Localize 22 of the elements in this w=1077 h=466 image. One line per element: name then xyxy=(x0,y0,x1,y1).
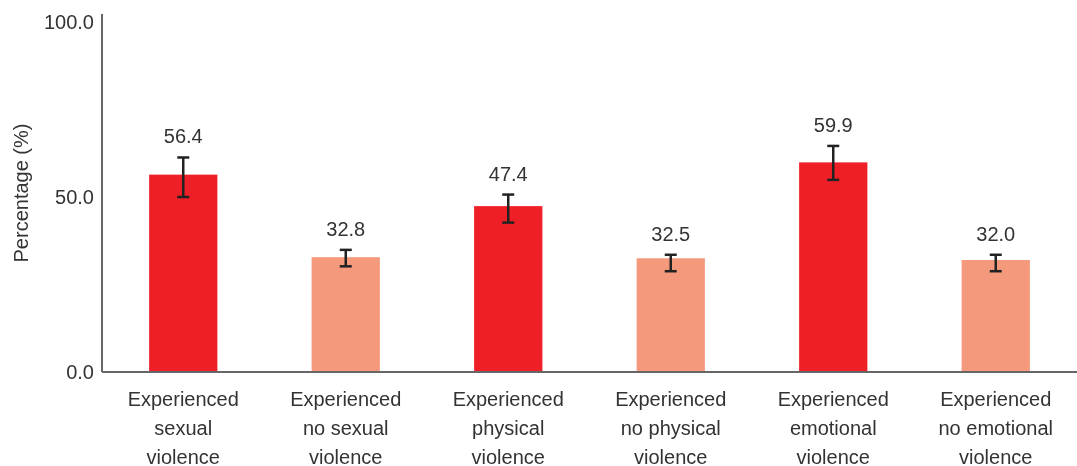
x-tick-label: Experienced no sexual violence xyxy=(290,388,402,466)
data-label: 32.8 xyxy=(326,217,366,240)
data-label: 56.4 xyxy=(163,125,203,148)
data-label: 32.5 xyxy=(651,222,691,245)
bar xyxy=(149,174,218,372)
x-tick-label: Experienced physical violence xyxy=(452,388,564,466)
bar xyxy=(474,206,543,372)
x-tick-label: Experienced no emotional violence xyxy=(938,388,1054,466)
y-axis-title: Percentage (%) xyxy=(10,123,32,263)
y-tick-label: 50.0 xyxy=(55,186,94,209)
bar xyxy=(961,260,1030,372)
y-tick-label: 100.0 xyxy=(43,11,94,34)
data-label: 59.9 xyxy=(813,113,853,136)
x-tick-label: Experienced emotional violence xyxy=(777,388,889,466)
x-tick-label: Experienced sexual violence xyxy=(127,388,239,466)
bar xyxy=(311,257,380,372)
x-tick-label: Experienced no physical violence xyxy=(615,388,727,466)
y-tick-label: 0.0 xyxy=(66,361,94,383)
bar xyxy=(799,162,868,372)
bar xyxy=(636,258,705,372)
data-label: 32.0 xyxy=(976,222,1016,245)
data-label: 47.4 xyxy=(488,162,528,185)
